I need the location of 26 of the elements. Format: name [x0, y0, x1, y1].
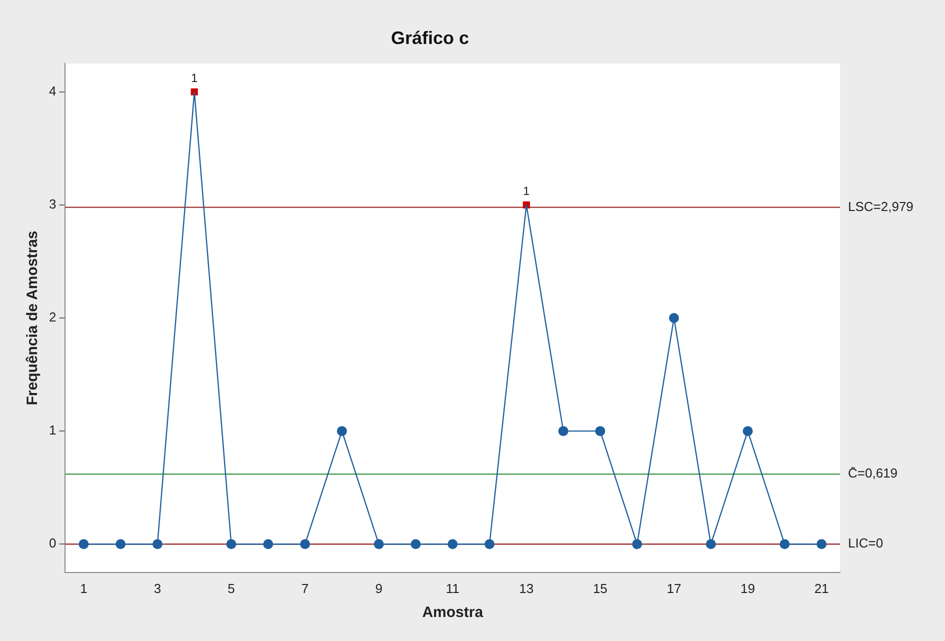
y-axis-title: Frequência de Amostras [24, 230, 42, 406]
annotation: 1 [191, 71, 198, 86]
x-tick-label: 17 [666, 580, 682, 596]
ref-line-label: LIC=0 [848, 536, 884, 551]
x-tick-label: 5 [228, 580, 235, 596]
annotation: 1 [523, 184, 530, 198]
x-tick-label: 7 [301, 580, 309, 596]
point [78, 539, 89, 550]
x-tick-label: 1 [80, 580, 88, 596]
y-tick-label: 3 [48, 196, 56, 212]
point [816, 539, 827, 550]
x-tick-label: 21 [814, 580, 829, 596]
x-tick-label: 11 [446, 580, 460, 596]
y-tick-label: 2 [48, 310, 56, 325]
x-tick-label: 3 [154, 580, 162, 596]
x-tick-label: 9 [375, 580, 382, 596]
x-tick-label: 13 [519, 580, 534, 596]
y-tick-label: 4 [48, 83, 56, 98]
y-tick-label: 1 [48, 422, 56, 438]
chart-title: Gráfico c [390, 28, 470, 48]
y-tick-label: 0 [48, 536, 56, 551]
x-axis-title: Amostra [422, 604, 484, 622]
x-tick-label: 19 [740, 580, 755, 596]
ref-line-label: LSC=2,979 [848, 198, 914, 214]
ref-line-label: C̄=0,619 [848, 466, 898, 481]
x-tick-label: 15 [592, 580, 608, 596]
